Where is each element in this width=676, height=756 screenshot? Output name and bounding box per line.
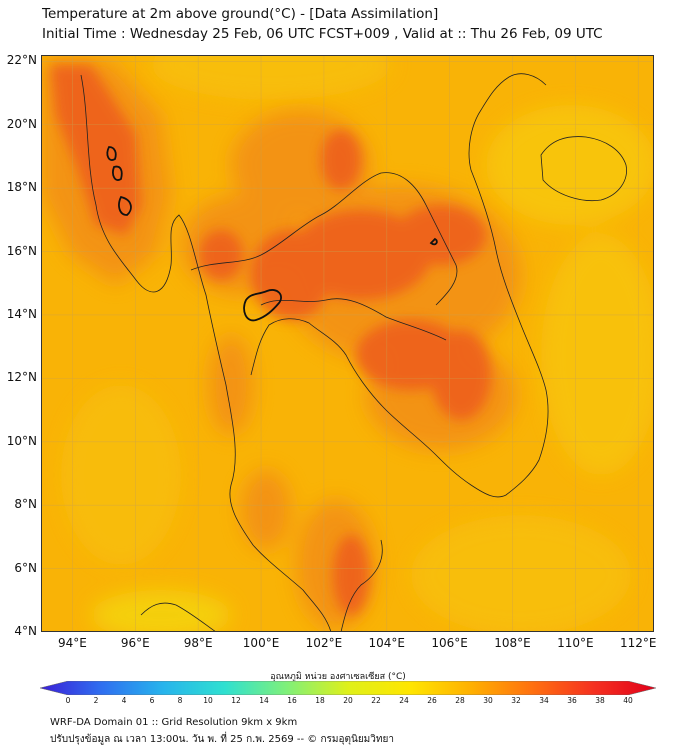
hot-regions xyxy=(51,65,491,615)
chart-subtitle: Initial Time : Wednesday 25 Feb, 06 UTC … xyxy=(42,26,603,42)
colorbar-tick-label: 18 xyxy=(315,696,325,705)
latitude-tick-label: 12°N xyxy=(6,370,37,385)
temperature-map xyxy=(41,55,654,632)
latitude-tick-label: 16°N xyxy=(6,243,37,258)
longitude-tick-label: 106°E xyxy=(431,636,468,650)
colorbar-tick-label: 20 xyxy=(343,696,353,705)
footer-model-info: WRF-DA Domain 01 :: Grid Resolution 9km … xyxy=(50,717,298,728)
colorbar-tick-label: 32 xyxy=(511,696,521,705)
colorbar-tick-label: 6 xyxy=(149,696,155,705)
longitude-tick-label: 96°E xyxy=(120,636,150,650)
longitude-tick-label: 102°E xyxy=(305,636,343,650)
colorbar-tick-label: 38 xyxy=(595,696,605,705)
longitude-tick-label: 94°E xyxy=(57,636,87,650)
colorbar-tick-label: 14 xyxy=(259,696,269,705)
hot-contours xyxy=(106,146,438,322)
colorbar-tick-label: 40 xyxy=(623,696,633,705)
longitude-tick-label: 112°E xyxy=(620,636,657,650)
longitude-tick-label: 98°E xyxy=(183,636,213,650)
colorbar-tick-label: 12 xyxy=(231,696,241,705)
colorbar-tick-label: 2 xyxy=(93,696,99,705)
longitude-tick-label: 100°E xyxy=(242,636,280,650)
latitude-tick-label: 6°N xyxy=(14,560,37,575)
chart-title: Temperature at 2m above ground(°C) - [Da… xyxy=(42,6,439,22)
colorbar-tick-label: 24 xyxy=(399,696,409,705)
colorbar-title: อุณหภูมิ หน่วย องศาเซลเซียส (°C) xyxy=(270,672,406,682)
colorbar-tick-label: 10 xyxy=(203,696,213,705)
latitude-tick-label: 18°N xyxy=(6,180,37,195)
colorbar-tick-label: 22 xyxy=(371,696,381,705)
colorbar-tick-label: 8 xyxy=(177,696,183,705)
colorbar-tick-label: 16 xyxy=(287,696,297,705)
colorbar-tick-label: 4 xyxy=(121,696,127,705)
footer-update-info: ปรับปรุงข้อมูล ณ เวลา 13:00น. วัน พ. ที่… xyxy=(50,734,394,745)
latitude-tick-label: 4°N xyxy=(14,624,37,638)
latitude-tick-label: 20°N xyxy=(6,116,37,131)
colorbar-tick-label: 36 xyxy=(567,696,577,705)
latitude-tick-label: 8°N xyxy=(14,497,37,512)
graticule xyxy=(41,55,654,632)
map-svg xyxy=(41,55,654,632)
longitude-tick-label: 104°E xyxy=(368,636,406,650)
coastlines xyxy=(80,73,627,632)
longitude-tick-label: 108°E xyxy=(494,636,531,650)
colorbar-tick-label: 26 xyxy=(427,696,437,705)
latitude-tick-label: 22°N xyxy=(6,53,37,68)
colorbar-tick-label: 30 xyxy=(483,696,493,705)
latitude-tick-label: 10°N xyxy=(6,433,37,448)
colorbar-svg xyxy=(39,680,657,696)
colorbar-tick-label: 0 xyxy=(65,696,71,705)
colorbar-tick-label: 34 xyxy=(539,696,549,705)
colorbar-tick-label: 28 xyxy=(455,696,465,705)
longitude-tick-label: 110°E xyxy=(557,636,594,650)
latitude-tick-label: 14°N xyxy=(6,306,37,321)
